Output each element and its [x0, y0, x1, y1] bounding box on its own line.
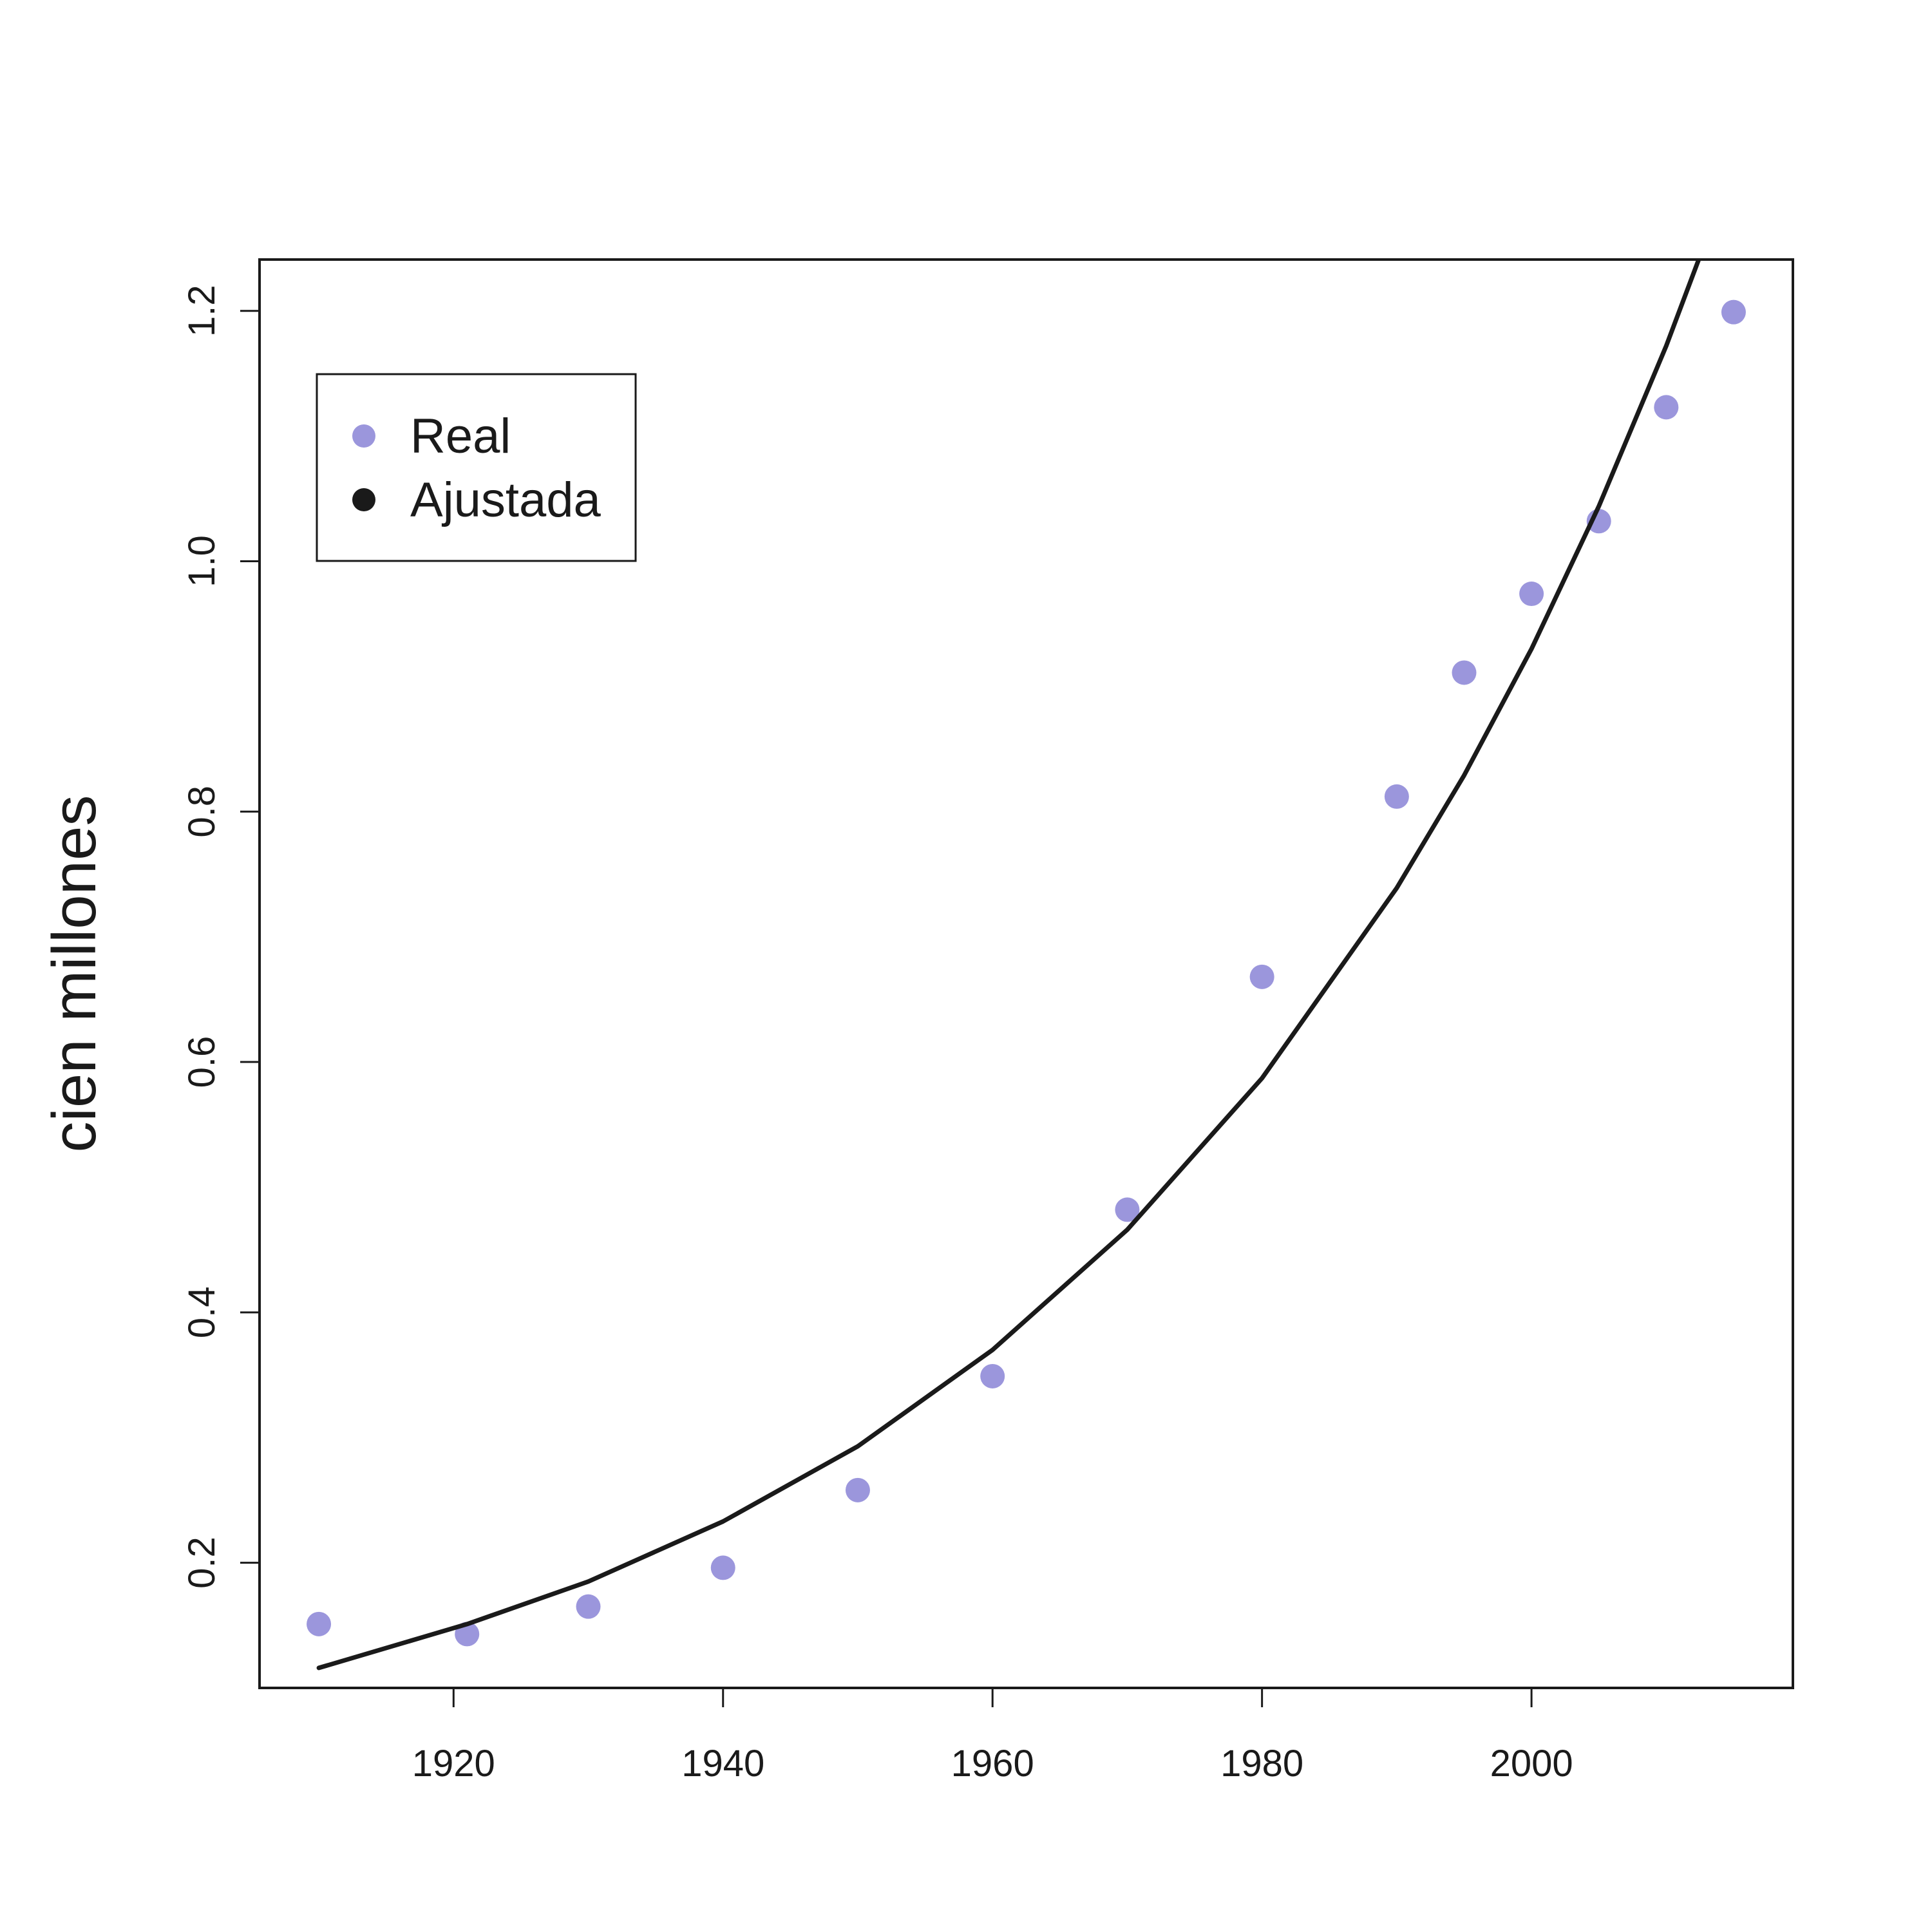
x-tick-label: 1980 [1220, 1743, 1303, 1785]
x-tick-label: 1940 [681, 1743, 764, 1785]
y-axis: 0.2 0.4 0.6 0.8 1.0 1.2 [181, 285, 260, 1589]
legend: Real Ajustada [316, 373, 637, 562]
x-tick-label: 2000 [1490, 1743, 1573, 1785]
data-point-real [980, 1363, 1005, 1388]
data-point-real [1654, 395, 1679, 420]
legend-label-real: Real [410, 409, 511, 464]
y-tick-label: 0.4 [181, 1287, 223, 1339]
x-tick-label: 1920 [412, 1743, 495, 1785]
data-point-real [710, 1555, 735, 1580]
data-point-real [1384, 784, 1409, 809]
plot-frame [258, 258, 1794, 1689]
data-point-real [1721, 299, 1746, 325]
legend-marker-ajustada [352, 488, 375, 511]
y-tick-label: 0.2 [181, 1537, 223, 1589]
y-tick-label: 1.2 [181, 285, 223, 337]
y-tick-label: 0.8 [181, 786, 223, 838]
data-point-real [1115, 1197, 1140, 1222]
plot-area [307, 260, 1746, 1671]
legend-box [316, 373, 637, 562]
data-point-real [307, 1611, 332, 1636]
legend-marker-real [352, 424, 375, 448]
y-tick-label: 1.0 [181, 535, 223, 587]
data-point-real [1452, 660, 1477, 685]
legend-label-ajustada: Ajustada [410, 473, 601, 527]
series-line-ajustada [316, 260, 1701, 1671]
x-tick-label: 1960 [951, 1743, 1034, 1785]
data-point-real [1249, 964, 1274, 989]
x-axis: 1920 1940 1960 1980 2000 [412, 1688, 1573, 1785]
data-point-real [845, 1477, 870, 1502]
y-axis-title: cien millones [40, 795, 109, 1153]
y-tick-label: 0.6 [181, 1036, 223, 1088]
data-point-real [1519, 582, 1544, 607]
data-point-real [576, 1594, 601, 1619]
